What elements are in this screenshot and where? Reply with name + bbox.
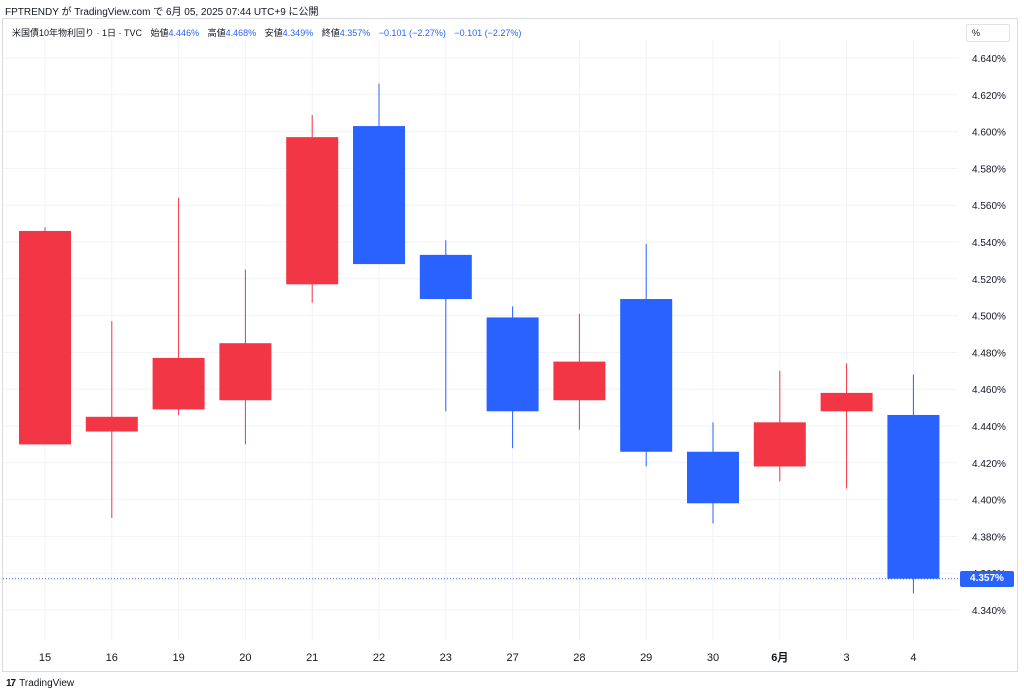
legend-change-1: −0.101 (−2.27%) xyxy=(378,28,446,38)
candle-body xyxy=(620,299,673,452)
candle-body xyxy=(820,392,873,412)
legend-close-value: 4.357% xyxy=(339,28,371,38)
x-tick-label: 3 xyxy=(844,652,850,664)
candle-body xyxy=(419,254,472,300)
y-tick-label: 4.500% xyxy=(972,312,1006,323)
x-tick-label: 27 xyxy=(506,652,518,664)
y-tick-label: 4.640% xyxy=(972,54,1006,65)
footer: 17 TradingView xyxy=(6,678,74,689)
tradingview-brand[interactable]: TradingView xyxy=(19,678,75,689)
x-tick-label: 6月 xyxy=(771,651,788,664)
y-tick-label: 4.420% xyxy=(972,459,1006,470)
legend-high-label: 高値 xyxy=(207,28,226,38)
x-tick-label: 15 xyxy=(39,652,51,664)
x-tick-label: 16 xyxy=(106,652,118,664)
y-tick-label: 4.400% xyxy=(972,496,1006,507)
y-tick-label: 4.480% xyxy=(972,348,1006,359)
x-tick-label: 19 xyxy=(172,652,184,664)
last-price-label: 4.357% xyxy=(960,571,1014,587)
chart-frame xyxy=(2,18,1018,672)
y-tick-label: 4.440% xyxy=(972,422,1006,433)
candle-body xyxy=(486,317,539,412)
y-tick-label: 4.560% xyxy=(972,201,1006,212)
x-tick-label: 30 xyxy=(707,652,719,664)
y-tick-label: 4.520% xyxy=(972,275,1006,286)
candle-body xyxy=(687,451,739,504)
legend-low-label: 安値 xyxy=(264,28,283,38)
y-tick-label: 4.460% xyxy=(972,385,1006,396)
x-tick-label: 4 xyxy=(910,652,916,664)
y-tick-label: 4.580% xyxy=(972,164,1006,175)
x-tick-label: 28 xyxy=(573,652,585,664)
candle-body xyxy=(286,137,339,285)
candle-body xyxy=(19,230,71,445)
legend-symbol[interactable]: 米国債10年物利回り · 1日 · TVC xyxy=(12,28,143,38)
legend-high-value: 4.468% xyxy=(225,28,257,38)
publish-line: FPTRENDY が TradingView.com で 6月 05, 2025… xyxy=(5,7,319,18)
legend-change-2: −0.101 (−2.27%) xyxy=(454,28,522,38)
x-tick-label: 29 xyxy=(640,652,652,664)
y-tick-label: 4.620% xyxy=(972,91,1006,102)
legend-open-label: 始値 xyxy=(150,28,169,38)
legend-close-label: 終値 xyxy=(321,28,340,38)
x-tick-label: 20 xyxy=(239,652,251,664)
legend-low-value: 4.349% xyxy=(282,28,314,38)
y-tick-label: 4.540% xyxy=(972,238,1006,249)
price-scale-unit-button[interactable]: % xyxy=(966,24,1010,42)
candle-body xyxy=(219,343,272,401)
candle-body xyxy=(85,416,138,432)
candle-body xyxy=(152,357,205,410)
x-tick-label: 22 xyxy=(373,652,385,664)
tradingview-logo-icon[interactable]: 17 xyxy=(6,678,16,689)
candle-body xyxy=(353,126,405,265)
y-tick-label: 4.600% xyxy=(972,128,1006,139)
candle-body xyxy=(553,361,606,401)
y-tick-label: 4.380% xyxy=(972,532,1006,543)
x-tick-label: 21 xyxy=(306,652,318,664)
y-tick-label: 4.340% xyxy=(972,606,1006,617)
candle-body xyxy=(753,422,806,467)
candle-body xyxy=(887,414,940,579)
legend-open-value: 4.446% xyxy=(168,28,200,38)
x-tick-label: 23 xyxy=(440,652,452,664)
chart-legend: 米国債10年物利回り · 1日 · TVC 始値4.446% 高値4.468% … xyxy=(12,26,521,39)
